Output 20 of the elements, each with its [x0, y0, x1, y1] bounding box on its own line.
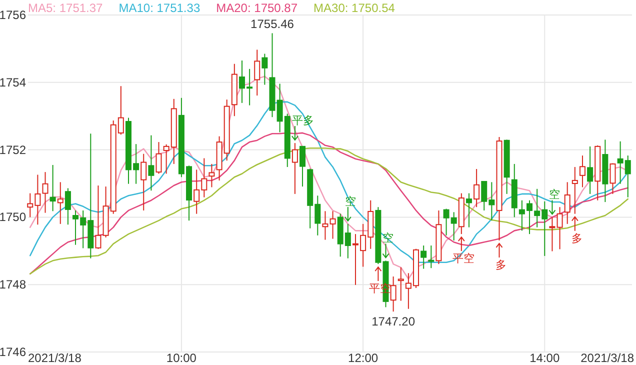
annotation: 多 [571, 232, 582, 245]
annotation: 空 [549, 188, 560, 202]
text: MA10: 1751.33 [118, 1, 200, 15]
x-tick-label: 10:00 [166, 351, 197, 365]
y-tick-label: 1752 [0, 142, 26, 157]
y-tick-label: 1756 [0, 8, 26, 22]
y-tick-label: 1750 [0, 210, 26, 224]
annotation: 1747.20 [372, 314, 416, 329]
annotation: 2021/3/18 [28, 351, 82, 365]
x-tick-label: 12:00 [348, 351, 378, 365]
annotation: 2021/3/18 [580, 351, 634, 365]
text: MA20: 1750.87 [216, 1, 298, 15]
annotation: 1755.46 [250, 17, 294, 32]
y-tick-label: 1746 [0, 345, 26, 359]
text: MA5: 1751.37 [28, 1, 104, 15]
x-tick-label: 14:00 [530, 351, 560, 365]
y-tick-label: 1748 [0, 278, 26, 292]
text: MA30: 1750.54 [314, 1, 396, 15]
y-tick-label: 1754 [0, 75, 26, 90]
annotation: 多 [496, 259, 507, 272]
